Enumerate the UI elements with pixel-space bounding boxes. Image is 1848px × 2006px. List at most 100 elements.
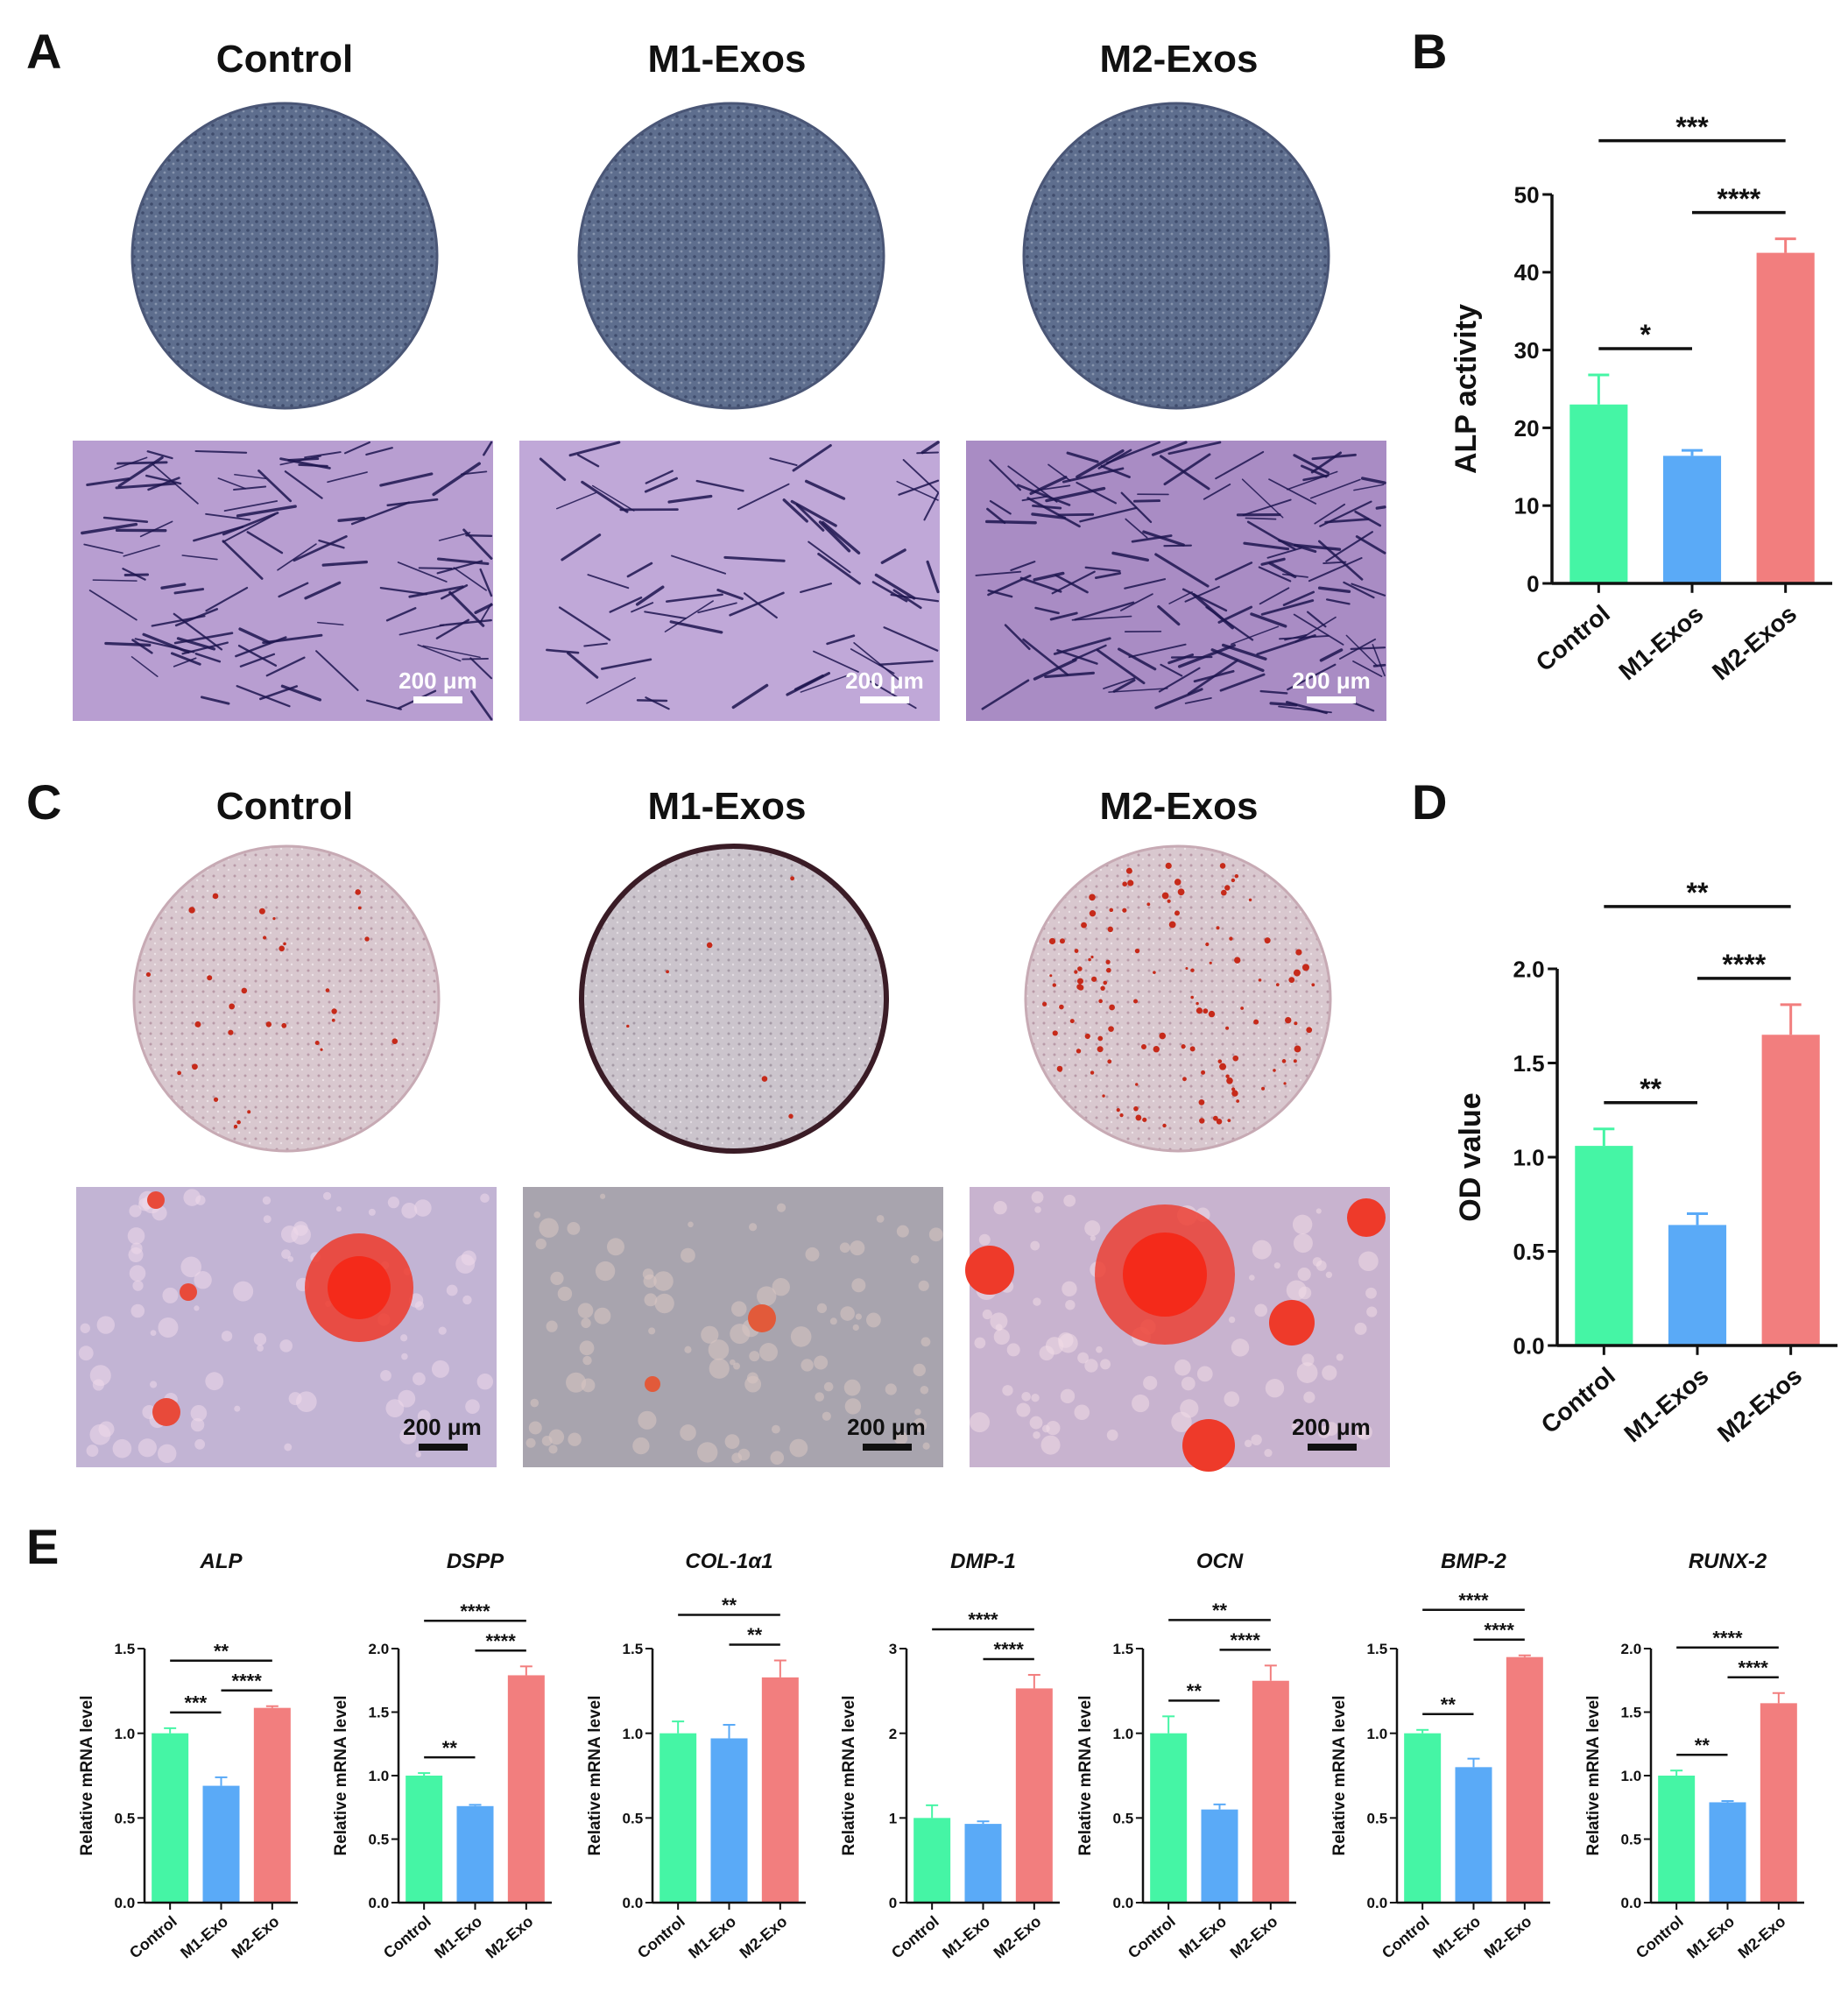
alp-cell-strand bbox=[1044, 671, 1095, 679]
ars-texture-spot bbox=[978, 1233, 991, 1246]
ars-texture-spot bbox=[920, 1337, 931, 1347]
alp-cell-strand bbox=[92, 579, 138, 582]
ars-dish-dot bbox=[1156, 1048, 1160, 1051]
alp-cell-strand bbox=[462, 528, 493, 560]
ars-texture-spot bbox=[233, 1281, 254, 1302]
alp-cell-strand bbox=[923, 492, 940, 521]
ars-texture-spot bbox=[414, 1199, 432, 1217]
ars-texture-spot bbox=[548, 1444, 558, 1454]
alp-cell-strand bbox=[896, 480, 939, 501]
ars-dish-dot bbox=[1142, 1117, 1147, 1122]
ars-texture-spot bbox=[129, 1265, 146, 1282]
ars-texture-spot bbox=[180, 1256, 202, 1278]
ars-texture-spot bbox=[581, 1317, 591, 1329]
ars-texture-spot bbox=[149, 1381, 158, 1388]
alp-cell-strand bbox=[586, 677, 636, 704]
ars-dish-dot bbox=[1225, 1074, 1230, 1078]
ars-texture-spot bbox=[1074, 1404, 1090, 1421]
ars-dish-m1 bbox=[579, 844, 889, 1154]
alp-cell-strand bbox=[609, 597, 643, 613]
alp-cell-strand bbox=[1319, 648, 1344, 662]
ars-texture-spot bbox=[1365, 1287, 1377, 1299]
alp-cell-strand bbox=[1287, 663, 1337, 691]
alp-cell-strand bbox=[883, 626, 939, 652]
ars-dish-dot bbox=[1058, 1068, 1062, 1072]
alp-cell-strand bbox=[366, 699, 402, 710]
alp-cell-strand bbox=[1260, 599, 1315, 616]
ars-texture-spot bbox=[920, 1385, 929, 1395]
ars-dish-dot bbox=[241, 987, 248, 994]
alp-cell-strand bbox=[1053, 637, 1111, 655]
bar bbox=[761, 1677, 799, 1903]
alp-cell-strand bbox=[422, 645, 481, 659]
ars-texture-spot bbox=[257, 1345, 264, 1352]
ars-texture-spot bbox=[335, 1206, 342, 1212]
ars-dish-dot bbox=[229, 1003, 236, 1010]
alp-cell-strand bbox=[483, 441, 493, 456]
alp-cell-strand bbox=[1215, 450, 1265, 480]
alp-scalebar-label-control: 200 μm bbox=[399, 667, 477, 694]
alp-cell-strand bbox=[265, 656, 306, 677]
alp-cell-strand bbox=[1317, 540, 1364, 581]
chart-title: COL-1α1 bbox=[685, 1550, 772, 1573]
ars-texture-spot bbox=[1301, 1353, 1315, 1367]
ars-nodule bbox=[1269, 1300, 1315, 1346]
ars-texture-spot bbox=[387, 1197, 399, 1209]
ars-dish-dot bbox=[1168, 921, 1176, 929]
ars-texture-spot bbox=[642, 1268, 654, 1280]
significance-label: **** bbox=[232, 1670, 263, 1692]
y-tick-label: 0.0 bbox=[1621, 1895, 1642, 1911]
y-tick-label: 2.0 bbox=[1513, 956, 1544, 982]
significance-label: ** bbox=[1212, 1600, 1228, 1621]
alp-cell-strand bbox=[1269, 702, 1298, 707]
ars-nodule bbox=[147, 1191, 165, 1209]
ars-dish-dot bbox=[247, 1110, 251, 1114]
ars-texture-spot bbox=[399, 1427, 417, 1444]
alp-cell-strand bbox=[1151, 441, 1188, 456]
ars-dish-dot bbox=[1174, 910, 1180, 916]
y-axis-label: OD value bbox=[1454, 1092, 1487, 1221]
alp-cell-strand bbox=[558, 606, 611, 641]
ars-texture-spot bbox=[130, 1303, 145, 1318]
ars-texture-spot bbox=[465, 1399, 480, 1414]
ars-texture-spot bbox=[816, 1303, 828, 1313]
ars-texture-spot bbox=[1315, 1208, 1322, 1214]
ars-dish-dot bbox=[1185, 967, 1189, 971]
alp-cell-strand bbox=[587, 574, 630, 590]
chart-e-runx2: RUNX-2 0.0 0.5 1.0 1.5 2.0 ControlM1-ExoM2-Exo… bbox=[1584, 1550, 1804, 1962]
alp-cell-strand bbox=[1157, 604, 1181, 626]
ars-dish-dot bbox=[1159, 1032, 1167, 1040]
alp-cell-strand bbox=[237, 644, 278, 667]
significance-label: ** bbox=[1687, 877, 1709, 908]
y-tick-label: 50 bbox=[1514, 181, 1540, 208]
ars-texture-spot bbox=[737, 1448, 751, 1461]
alp-cell-strand bbox=[567, 652, 599, 679]
x-tick-label: Control bbox=[1633, 1912, 1687, 1961]
x-tick-label: Control bbox=[380, 1912, 434, 1961]
alp-cell-strand bbox=[1310, 451, 1343, 474]
x-tick-label: M1-Exo bbox=[1683, 1912, 1738, 1961]
significance-label: ** bbox=[1441, 1694, 1457, 1716]
ars-texture-spot bbox=[546, 1320, 558, 1332]
alp-cell-strand bbox=[139, 520, 173, 538]
alp-cell-strand bbox=[1260, 557, 1286, 566]
x-tick-label: M1-Exo bbox=[1175, 1912, 1230, 1961]
ars-dish-dot bbox=[706, 942, 713, 949]
alp-cell-strand bbox=[397, 562, 448, 583]
alp-cell-strand bbox=[257, 469, 293, 503]
chart-title: DSPP bbox=[447, 1550, 504, 1573]
ars-dish-dot bbox=[1135, 1083, 1139, 1086]
panel-a-group-title-2: M2-Exos bbox=[1100, 38, 1259, 81]
alp-cell-strand bbox=[716, 589, 744, 601]
ars-dish-dot bbox=[212, 893, 219, 900]
ars-dish-dot bbox=[1216, 1119, 1223, 1125]
alp-cell-strand bbox=[804, 479, 846, 500]
alp-cell-strand bbox=[1128, 643, 1187, 658]
ars-dish-dot bbox=[1122, 908, 1127, 913]
ars-texture-spot bbox=[1298, 1286, 1312, 1300]
ars-dish-dot bbox=[1134, 948, 1140, 954]
ars-dish-dot bbox=[1069, 1019, 1075, 1024]
ars-dish-dot bbox=[1052, 1030, 1058, 1036]
x-tick-label: M1-Exo bbox=[1429, 1912, 1484, 1961]
